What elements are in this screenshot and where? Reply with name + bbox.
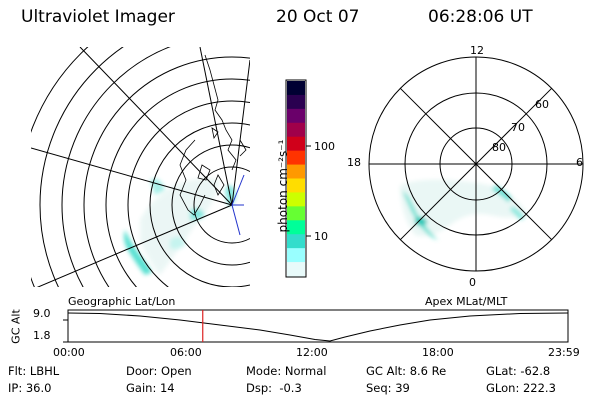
timeline-xtick-1800: 18:00	[422, 346, 454, 359]
mlat-label-70: 70	[511, 121, 525, 134]
colorbar-band	[287, 206, 305, 221]
timeline-xtick-2359: 23:59	[548, 346, 580, 359]
status-ip: IP: 36.0	[8, 381, 52, 395]
status-glon: GLon: 222.3	[486, 381, 556, 395]
geographic-grid	[31, 47, 250, 287]
timeline-ylabel: GC Alt	[9, 309, 23, 344]
altitude-curve	[67, 312, 569, 342]
colorbar-band	[287, 108, 305, 124]
time-label: 06:28:06 UT	[428, 7, 533, 27]
colorbar-unit-label: photon cm⁻²s⁻¹	[276, 139, 290, 233]
app-title: Ultraviolet Imager	[21, 7, 175, 27]
status-gain: Gain: 14	[126, 381, 175, 395]
timeline-xtick-0600: 06:00	[170, 346, 202, 359]
mlt-label-18: 18	[347, 156, 361, 169]
colorbar	[285, 79, 311, 278]
colorbar-band	[287, 122, 305, 138]
colorbar-band	[287, 136, 305, 152]
colorbar-band	[287, 178, 305, 193]
colorbar-band	[287, 220, 305, 235]
colorbar-band	[287, 150, 305, 166]
colorbar-tick-100: 100	[314, 140, 335, 153]
mlt-label-0: 0	[469, 276, 476, 289]
status-flt: Flt: LBHL	[8, 364, 60, 378]
colorbar-tick-10: 10	[314, 230, 328, 243]
colorbar-band	[287, 262, 305, 277]
apex-polar-plot	[368, 56, 584, 272]
colorbar-band	[287, 248, 305, 263]
status-seq: Seq: 39	[366, 381, 410, 395]
geographic-caption: Geographic Lat/Lon	[68, 295, 176, 308]
timeline-plot	[63, 309, 569, 343]
status-door: Door: Open	[126, 364, 192, 378]
colorbar-band	[287, 94, 305, 110]
mlt-label-6: 6	[576, 156, 583, 169]
apex-caption: Apex MLat/MLT	[425, 295, 508, 308]
timeline-xtick-0000: 00:00	[53, 346, 85, 359]
colorbar-band	[287, 234, 305, 249]
colorbar-band	[287, 81, 305, 96]
status-mode: Mode: Normal	[246, 364, 327, 378]
date-label: 20 Oct 07	[276, 7, 360, 27]
status-gc-alt: GC Alt: 8.6 Re	[366, 364, 447, 378]
timeline-xtick-1200: 12:00	[296, 346, 328, 359]
mlt-label-12: 12	[470, 44, 484, 57]
colorbar-band	[287, 164, 305, 179]
status-glat: GLat: -62.8	[486, 364, 551, 378]
mlat-label-60: 60	[535, 98, 549, 111]
timeline-ytick-1.8: 1.8	[33, 329, 51, 342]
timeline-ytick-9: 9.0	[33, 307, 51, 320]
status-dsp: Dsp: -0.3	[246, 381, 302, 395]
mlat-label-80: 80	[492, 141, 506, 154]
colorbar-band	[287, 192, 305, 207]
